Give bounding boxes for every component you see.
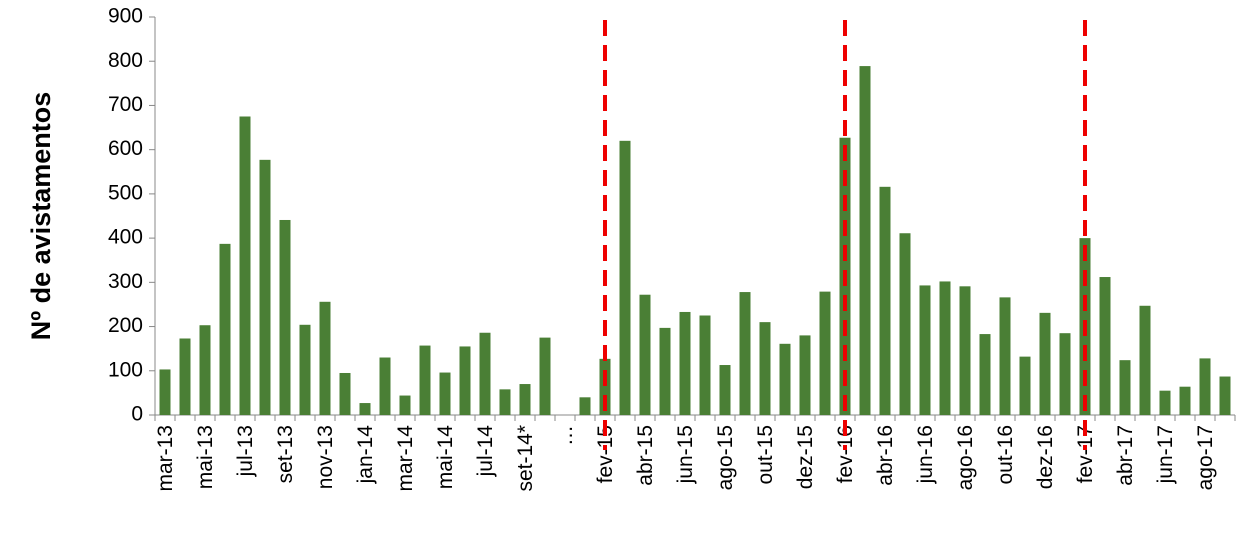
bar (899, 233, 911, 415)
x-tick-label: jun-15 (674, 425, 697, 484)
bar (599, 358, 611, 415)
x-tick-label: out-16 (994, 425, 1017, 485)
y-tick-label: 600 (108, 137, 143, 160)
x-tick-label: fev-17 (1074, 425, 1097, 483)
bar (1139, 305, 1151, 415)
bar (979, 334, 991, 415)
y-tick-label: 300 (108, 270, 143, 293)
y-tick-label: 900 (108, 5, 143, 28)
bar (159, 369, 171, 415)
x-tick-label: mar-13 (154, 425, 177, 492)
bar (339, 372, 351, 415)
bar (799, 335, 811, 415)
bar (859, 66, 871, 415)
x-tick-label: ago-15 (714, 425, 737, 490)
x-tick-label: set-14* (514, 425, 537, 492)
bar (879, 186, 891, 415)
y-tick-label: 800 (108, 49, 143, 72)
x-tick-label: dez-16 (1034, 425, 1057, 489)
bar (959, 286, 971, 415)
x-tick-label: fev-15 (594, 425, 617, 483)
bar (919, 285, 931, 415)
bar (659, 327, 671, 415)
x-tick-label: jul-14 (474, 425, 497, 478)
bar (459, 346, 471, 415)
y-axis-label: Nº de avistamentos (26, 92, 56, 340)
bar (1119, 360, 1131, 415)
x-tick-label: jun-16 (914, 425, 937, 484)
bar (279, 219, 291, 415)
bar (619, 140, 631, 416)
bar (259, 159, 271, 415)
bar (999, 297, 1011, 415)
x-tick-label: abr-17 (1114, 425, 1137, 486)
bar (179, 338, 191, 415)
bar (539, 337, 551, 415)
x-tick-label: jul-13 (234, 425, 257, 477)
bar (479, 332, 491, 415)
x-tick-label: out-15 (754, 425, 777, 485)
plot: 0 100 200 300 400 500 600 700 800 900 mar-13 mai-13… (108, 5, 1236, 492)
bar (1099, 277, 1111, 415)
x-tick-label: fev-16 (834, 425, 857, 483)
x-tick-label: mai-14 (434, 425, 457, 490)
x-tick-label: dez-15 (794, 425, 817, 489)
x-tick-label: jun-17 (1154, 425, 1177, 484)
bar (419, 345, 431, 415)
bar (759, 322, 771, 415)
bar (1019, 356, 1031, 415)
x-tick-label: mai-13 (194, 425, 217, 489)
bar (719, 365, 731, 415)
bar (359, 403, 371, 415)
bar (1199, 358, 1211, 415)
bar (219, 243, 231, 415)
y-tick-label: 100 (108, 358, 143, 381)
bar (579, 397, 591, 415)
bar (519, 384, 531, 415)
bar (699, 315, 711, 415)
y-tick-label: 0 (131, 403, 143, 426)
bar (1219, 376, 1231, 415)
x-tick-label: mar-14 (394, 425, 417, 492)
bar (319, 301, 331, 415)
x-tick-label: ago-16 (954, 425, 977, 490)
bar (439, 372, 451, 415)
bar (239, 116, 251, 415)
y-tick-label: 200 (108, 314, 143, 337)
x-tick-label: abr-16 (874, 425, 897, 486)
bar (379, 357, 391, 415)
bar (499, 389, 511, 415)
y-tick-label: 500 (108, 181, 143, 204)
x-tick-label: … (554, 425, 577, 446)
bar (1059, 333, 1071, 415)
x-tick-label: jan-14 (354, 425, 377, 485)
y-tick-label: 400 (108, 226, 143, 249)
bar (299, 324, 311, 415)
bar (819, 291, 831, 415)
bar (199, 325, 211, 415)
x-tick-label: ago-17 (1194, 425, 1217, 490)
bar (779, 343, 791, 415)
bar (1039, 312, 1051, 415)
bar (939, 281, 951, 415)
bar (639, 294, 651, 415)
bar (1159, 390, 1171, 415)
bar (739, 292, 751, 415)
x-tick-label: nov-13 (314, 425, 337, 489)
bar (399, 395, 411, 415)
bar (1179, 386, 1191, 415)
x-tick-label: set-13 (274, 425, 297, 483)
y-tick-label: 700 (108, 93, 143, 116)
bar (679, 311, 691, 415)
x-tick-label: abr-15 (634, 425, 657, 486)
